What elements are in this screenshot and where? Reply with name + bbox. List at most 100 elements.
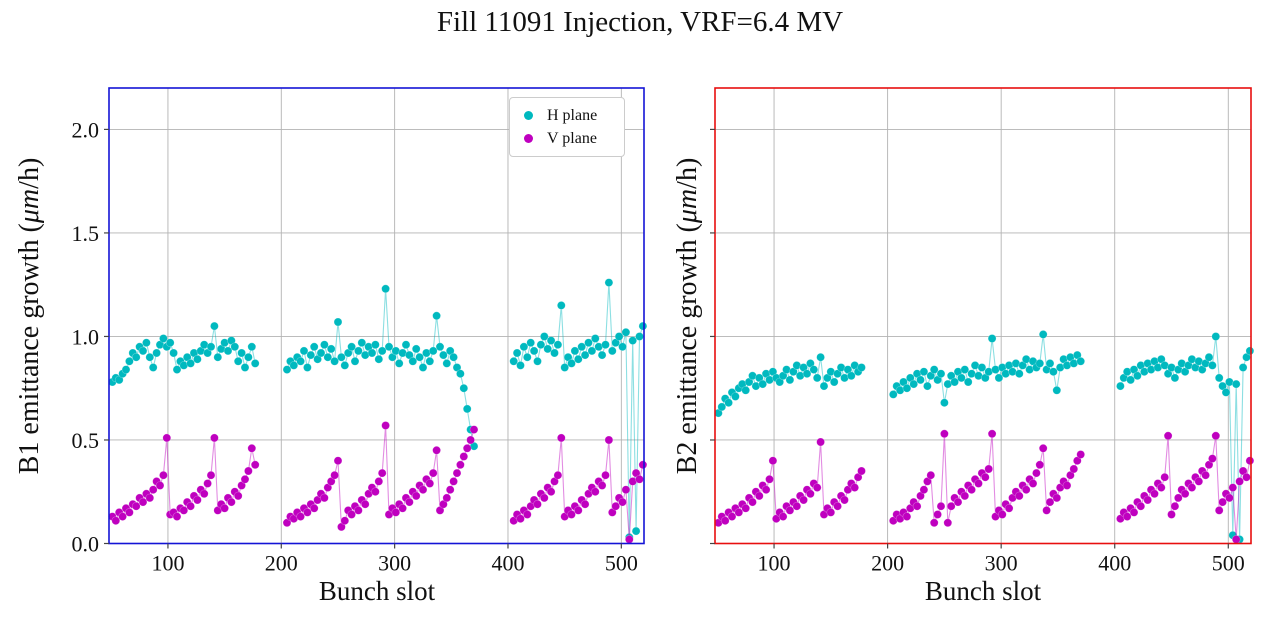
data-point [946,371,956,381]
data-point [1231,535,1241,544]
data-point [354,346,363,356]
data-point [997,510,1007,519]
data-point [823,373,832,383]
data-point [428,346,438,356]
data-point [1204,460,1214,470]
data-point [138,346,148,356]
data-point [131,501,141,511]
data-point [1066,470,1075,480]
data-point [957,373,966,383]
data-point [159,334,168,343]
x-tick-label: 500 [1212,551,1245,576]
data-point [775,377,785,387]
data-point [240,363,250,372]
data-point [374,477,384,486]
y-tick-label: 2.0 [72,117,100,142]
data-point [888,390,898,399]
data-point [806,359,815,368]
data-point [1194,477,1204,486]
legend: H plane V plane [509,97,625,157]
data-point [210,433,219,443]
data-point [1157,354,1166,364]
data-point [227,336,236,345]
data-point [1045,497,1055,507]
data-point [340,516,350,526]
data-point [621,485,631,495]
data-point [741,503,751,513]
data-point [1049,367,1058,377]
data-point [799,363,808,372]
data-point [929,365,939,374]
data-point [731,392,740,401]
b1-tick-labels: 100 200 300 400 500 0.0 0.5 1.0 1.5 2.0 [72,117,638,575]
data-point [347,342,356,352]
data-point [357,338,367,348]
data-point [556,433,566,443]
data-point [563,352,573,362]
data-point [172,512,182,521]
data-point [765,474,774,484]
data-point [584,338,593,348]
data-point [398,503,407,513]
data-point [148,363,158,372]
x-tick-label: 500 [605,551,638,576]
y-tick-label: 1.5 [72,221,100,246]
b1-ylabel-text: B1 emittance growth ( [14,223,45,475]
data-point [125,508,134,517]
data-point [1122,512,1132,521]
data-point [1045,359,1055,368]
legend-item-v-plane: V plane [510,127,624,150]
data-point [152,348,161,358]
data-point [360,499,370,509]
data-point [442,359,452,368]
data-point [601,340,610,350]
data-point [963,377,973,387]
data-point [761,485,771,495]
data-point [573,354,583,364]
data-point [182,352,192,362]
data-point [987,334,997,343]
data-point [371,487,380,497]
data-point [940,429,949,439]
data-point [408,356,418,366]
data-point [587,346,597,356]
data-point [1221,388,1231,397]
data-point [1208,361,1217,370]
x-tick-label: 200 [871,551,904,576]
b1-grid [109,88,644,544]
b2-ylabel-text: B2 emittance growth ( [672,223,703,475]
data-point [812,373,822,383]
data-point [812,483,822,492]
data-point [1231,379,1241,389]
data-point [618,497,627,507]
data-point [778,371,788,381]
data-point [340,361,350,370]
data-point [1170,501,1180,511]
data-point [227,497,236,507]
data-point [466,435,475,445]
data-point [411,344,421,354]
data-point [929,518,939,528]
data-point [1170,373,1180,383]
data-point [371,340,380,350]
data-point [210,321,219,331]
data-point [926,470,936,480]
data-point [247,342,257,352]
data-point [785,506,795,515]
data-point [926,371,936,381]
b2-plot: 100 200 300 400 500 [710,87,1255,576]
data-point [347,510,356,519]
data-point [428,468,438,478]
data-point [1116,381,1125,391]
data-point [1035,359,1045,368]
data-point [936,369,946,379]
data-point [994,373,1004,383]
data-point [316,348,326,358]
data-point [326,344,336,354]
data-point [628,336,638,345]
data-point [296,512,305,521]
b2-v-lines [717,433,1251,540]
data-point [145,493,155,503]
b2-y-axis-label: B2 emittance growth (μm/h) [672,158,704,475]
data-point [401,340,411,350]
